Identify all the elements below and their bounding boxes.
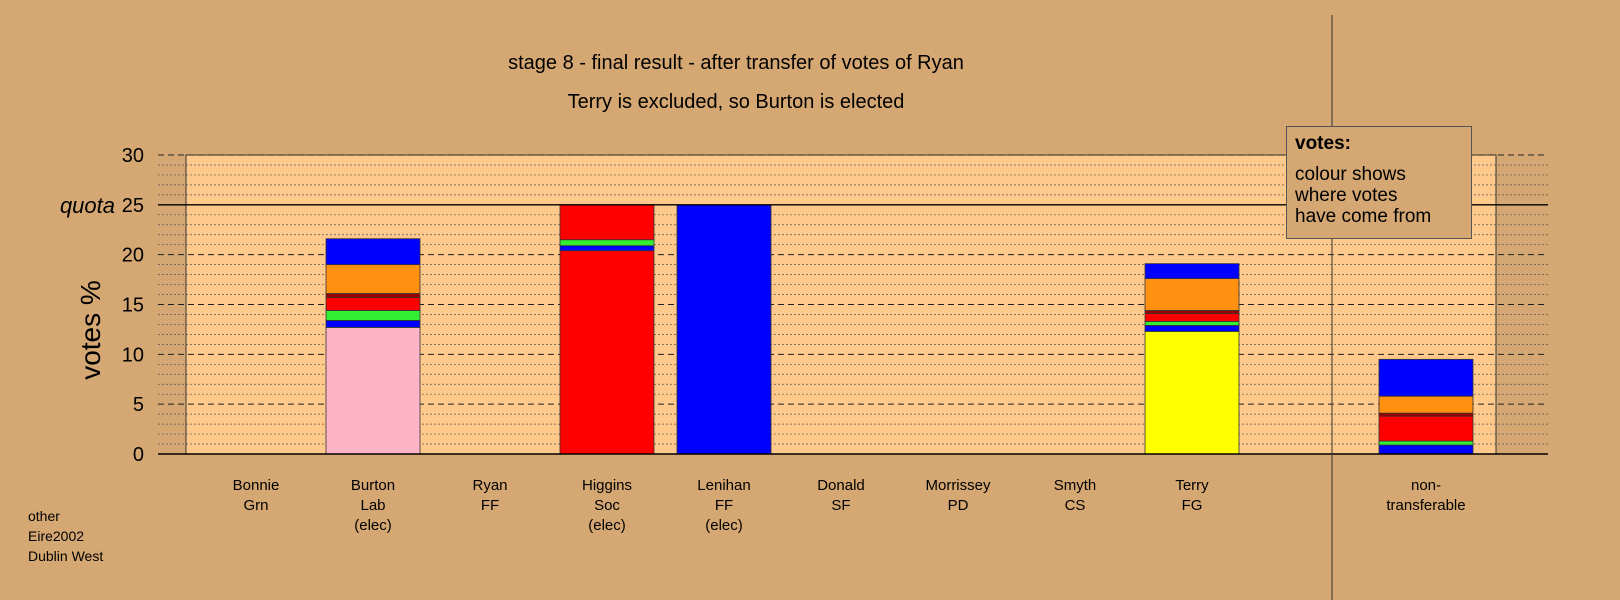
footer-line: other xyxy=(28,508,60,524)
bar-segment xyxy=(559,250,655,455)
x-tick-label: Soc xyxy=(594,497,620,514)
quota-label: quota xyxy=(60,193,115,218)
x-tick-label: Ryan xyxy=(472,477,507,494)
bar-segment xyxy=(325,310,421,321)
bar-segment xyxy=(1378,395,1474,414)
y-axis-label: votes % xyxy=(75,280,106,380)
bar-segment xyxy=(1144,263,1240,279)
bar-segment xyxy=(1144,313,1240,322)
bar-segment xyxy=(325,320,421,328)
bar-segment xyxy=(1378,440,1474,446)
legend-title: votes: xyxy=(1295,133,1351,154)
bar-segment xyxy=(325,297,421,311)
y-tick-label: 15 xyxy=(122,295,144,317)
x-tick-label: FF xyxy=(715,497,733,514)
x-tick-label: Lenihan xyxy=(697,477,750,494)
x-tick-label: PD xyxy=(948,497,969,514)
x-tick-label: FF xyxy=(481,497,499,514)
x-tick-label: transferable xyxy=(1386,497,1465,514)
bar-segment xyxy=(1144,321,1240,326)
legend-line: where votes xyxy=(1295,185,1398,206)
bar-segment xyxy=(1144,310,1240,314)
bar-segment xyxy=(325,293,421,298)
bar-segment xyxy=(559,204,655,241)
y-tick-label: 30 xyxy=(122,145,144,167)
x-tick-label: Bonnie xyxy=(233,477,280,494)
footer-line: Dublin West xyxy=(28,548,104,564)
x-tick-label: non- xyxy=(1411,477,1441,494)
x-tick-label: Smyth xyxy=(1054,477,1097,494)
x-tick-label: CS xyxy=(1065,497,1086,514)
x-tick-label: FG xyxy=(1182,497,1203,514)
y-tick-label: 10 xyxy=(122,344,144,366)
footer-line: Eire2002 xyxy=(28,528,85,544)
bar-segment xyxy=(325,264,421,294)
y-tick-label: 0 xyxy=(133,444,144,466)
chart-subtitle: Terry is excluded, so Burton is elected xyxy=(567,91,905,113)
x-tick-label: (elec) xyxy=(354,517,392,534)
bar-segment xyxy=(1144,278,1240,311)
x-tick-label: (elec) xyxy=(705,517,743,534)
y-tick-label: 20 xyxy=(122,245,144,267)
bar-segment xyxy=(325,238,421,266)
bar-segment xyxy=(325,327,421,455)
bar-segment xyxy=(559,239,655,247)
bar-segment xyxy=(559,245,655,252)
footer-info: other Eire2002 Dublin West xyxy=(28,506,103,566)
x-tick-label: Burton xyxy=(351,477,395,494)
bar-segment xyxy=(1378,444,1474,455)
bar-segment xyxy=(1378,415,1474,442)
bar-segment xyxy=(1378,358,1474,397)
x-tick-label: Higgins xyxy=(582,477,632,494)
x-tick-label: SF xyxy=(831,497,850,514)
x-tick-label: (elec) xyxy=(588,517,626,534)
x-tick-label: Grn xyxy=(243,497,268,514)
y-tick-label: 25 xyxy=(122,195,144,217)
y-tick-label: 5 xyxy=(133,394,144,416)
bar-segment xyxy=(1378,412,1474,417)
legend-line: have come from xyxy=(1295,206,1432,227)
bar-segment xyxy=(1144,331,1240,455)
chart-title: stage 8 - final result - after transfer … xyxy=(508,52,964,74)
legend-line: colour shows xyxy=(1295,164,1406,185)
legend-box: votes: colour shows where votes have com… xyxy=(1286,126,1472,239)
bar-segment xyxy=(1144,325,1240,332)
x-tick-label: Donald xyxy=(817,477,865,494)
x-tick-label: Lab xyxy=(360,497,385,514)
x-tick-label: Morrissey xyxy=(925,477,991,494)
x-tick-label: Terry xyxy=(1175,477,1209,494)
bar-segment xyxy=(676,204,772,455)
